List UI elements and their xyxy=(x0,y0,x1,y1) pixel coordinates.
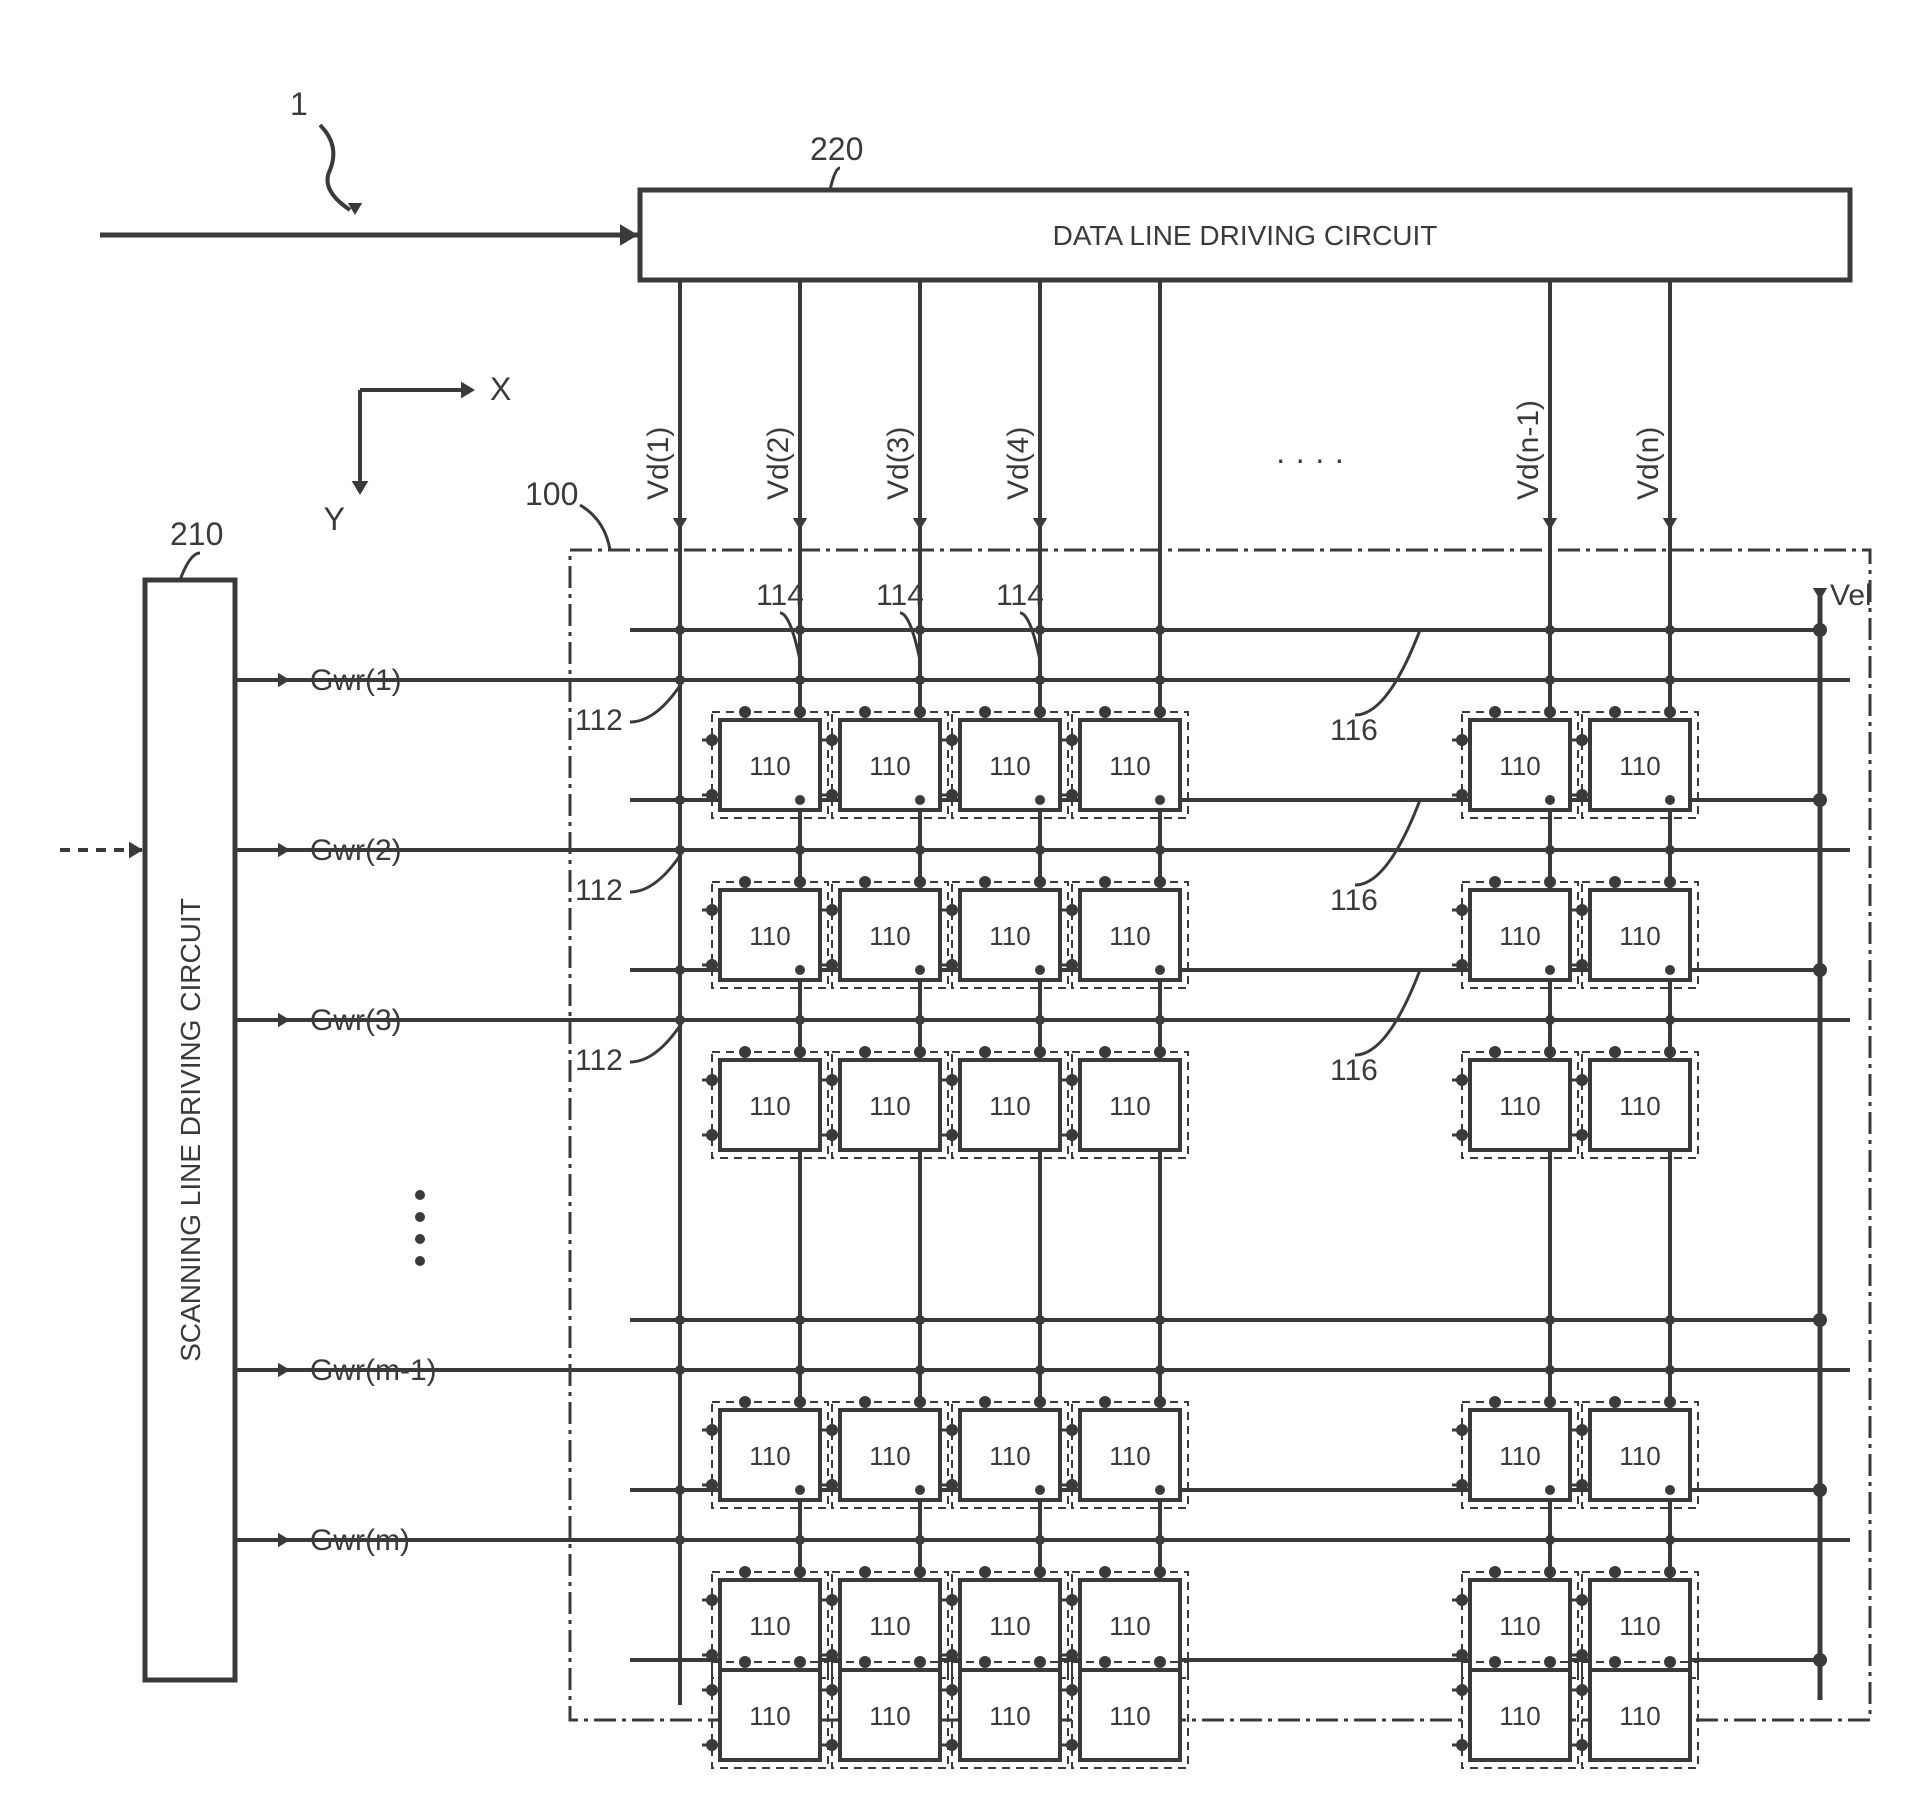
row-label: Gwr(m-1) xyxy=(310,1354,437,1387)
svg-text:112: 112 xyxy=(575,874,623,907)
pixel-label: 110 xyxy=(869,1091,910,1121)
data-driver-label: DATA LINE DRIVING CIRCUIT xyxy=(1053,220,1438,251)
pixel-label: 110 xyxy=(749,1441,790,1471)
row-label: Gwr(3) xyxy=(310,1004,402,1037)
pixel-label: 110 xyxy=(1109,921,1150,951)
pixel-label: 110 xyxy=(1619,1611,1660,1641)
circuit-diagram: 1 220 DATA LINE DRIVING CIRCUIT X Y SCANNING … xyxy=(20,20,1914,1782)
svg-text:220: 220 xyxy=(810,131,863,167)
pixel-label: 110 xyxy=(1499,921,1540,951)
svg-text:1: 1 xyxy=(290,86,308,122)
pixel-label: 110 xyxy=(1619,751,1660,781)
pixel-label: 110 xyxy=(989,1441,1030,1471)
svg-text:114: 114 xyxy=(756,579,804,612)
pixel-label: 110 xyxy=(1619,1091,1660,1121)
pixel-label: 110 xyxy=(749,1091,790,1121)
pixel-label: 110 xyxy=(1109,1441,1150,1471)
svg-text:114: 114 xyxy=(996,579,1044,612)
pixel-label: 110 xyxy=(1109,1091,1150,1121)
pixel-label: 110 xyxy=(1109,1611,1150,1641)
pixel-label: 110 xyxy=(989,751,1030,781)
column-label: Vd(1) xyxy=(642,427,675,500)
pixel-label: 110 xyxy=(1499,751,1540,781)
pixel-label: 110 xyxy=(1619,921,1660,951)
svg-text:116: 116 xyxy=(1330,714,1378,747)
svg-text:Y: Y xyxy=(324,501,345,537)
pixel-label: 110 xyxy=(989,1091,1030,1121)
pixel-label: 110 xyxy=(869,1701,910,1731)
row-label: Gwr(m) xyxy=(310,1524,410,1557)
svg-text:100: 100 xyxy=(525,476,578,512)
svg-text:114: 114 xyxy=(876,579,924,612)
row-label: Gwr(2) xyxy=(310,834,402,867)
pixel-label: 110 xyxy=(749,1611,790,1641)
pixel-label: 110 xyxy=(1619,1441,1660,1471)
pixel-label: 110 xyxy=(989,1701,1030,1731)
svg-text:X: X xyxy=(490,371,511,407)
pixel-label: 110 xyxy=(749,751,790,781)
column-label: Vd(2) xyxy=(762,427,795,500)
svg-text:112: 112 xyxy=(575,1044,623,1077)
pixel-label: 110 xyxy=(749,1701,790,1731)
pixel-label: 110 xyxy=(1499,1611,1540,1641)
pixel-label: 110 xyxy=(1499,1091,1540,1121)
column-label: Vd(n) xyxy=(1632,427,1665,500)
pixel-label: 110 xyxy=(869,1441,910,1471)
pixel-label: 110 xyxy=(869,1611,910,1641)
pixel-label: 110 xyxy=(749,921,790,951)
scan-driver-label: SCANNING LINE DRIVING CIRCUIT xyxy=(175,898,206,1362)
pixel-label: 110 xyxy=(1499,1441,1540,1471)
svg-text:· · · ·: · · · · xyxy=(1275,441,1344,477)
svg-text:210: 210 xyxy=(170,516,223,552)
pixel-label: 110 xyxy=(989,1611,1030,1641)
svg-text:112: 112 xyxy=(575,704,623,737)
svg-text:116: 116 xyxy=(1330,884,1378,917)
pixel-label: 110 xyxy=(1109,751,1150,781)
svg-text:116: 116 xyxy=(1330,1054,1378,1087)
svg-text:Vel: Vel xyxy=(1830,579,1872,612)
pixel-label: 110 xyxy=(869,921,910,951)
pixel-label: 110 xyxy=(989,921,1030,951)
pixel-label: 110 xyxy=(869,751,910,781)
column-label: Vd(3) xyxy=(882,427,915,500)
pixel-label: 110 xyxy=(1499,1701,1540,1731)
pixel-label: 110 xyxy=(1619,1701,1660,1731)
pixel-label: 110 xyxy=(1109,1701,1150,1731)
row-label: Gwr(1) xyxy=(310,664,402,697)
column-label: Vd(n-1) xyxy=(1512,400,1545,500)
column-label: Vd(4) xyxy=(1002,427,1035,500)
